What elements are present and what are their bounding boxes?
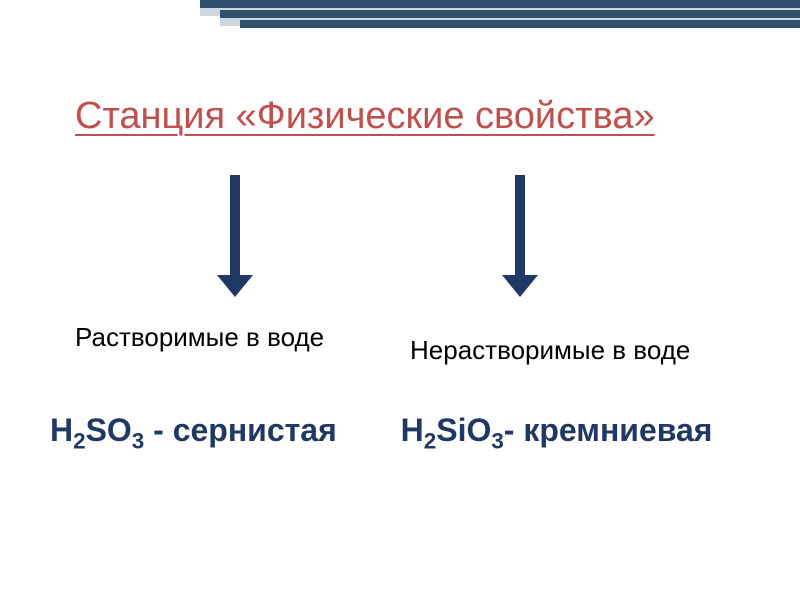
stripe bbox=[220, 10, 800, 18]
formula-part: H bbox=[401, 412, 424, 448]
arrow-shaft bbox=[515, 175, 525, 275]
formula-sub: 2 bbox=[424, 428, 436, 453]
formula-silicic: H2SiO3- кремниевая bbox=[401, 412, 713, 454]
formula-row: H2SO3 - сернистая H2SiO3- кремниевая bbox=[50, 412, 770, 454]
formula-part: H bbox=[50, 412, 73, 448]
arrow-head bbox=[502, 275, 538, 297]
formula-part: - сернистая bbox=[144, 412, 337, 448]
slide-title: Станция «Физические свойства» bbox=[75, 95, 655, 137]
formula-part: SO bbox=[86, 412, 132, 448]
label-insoluble: Нерастворимые в воде bbox=[410, 335, 690, 366]
formula-sub: 2 bbox=[73, 428, 85, 453]
stripe bbox=[240, 20, 800, 28]
decor-stripes bbox=[200, 0, 800, 30]
arrow-right bbox=[510, 175, 530, 297]
arrows bbox=[0, 175, 800, 305]
formula-sub: 3 bbox=[491, 428, 503, 453]
formula-part: - кремниевая bbox=[504, 412, 713, 448]
arrow-shaft bbox=[230, 175, 240, 275]
formula-sub: 3 bbox=[132, 428, 144, 453]
arrow-head bbox=[217, 275, 253, 297]
arrow-left bbox=[225, 175, 245, 297]
formula-part: SiO bbox=[436, 412, 491, 448]
formula-sulfurous: H2SO3 - сернистая bbox=[50, 412, 337, 454]
stripe bbox=[200, 0, 800, 8]
label-soluble: Растворимые в воде bbox=[75, 322, 324, 353]
slide-title-wrap: Станция «Физические свойства» bbox=[75, 95, 655, 138]
